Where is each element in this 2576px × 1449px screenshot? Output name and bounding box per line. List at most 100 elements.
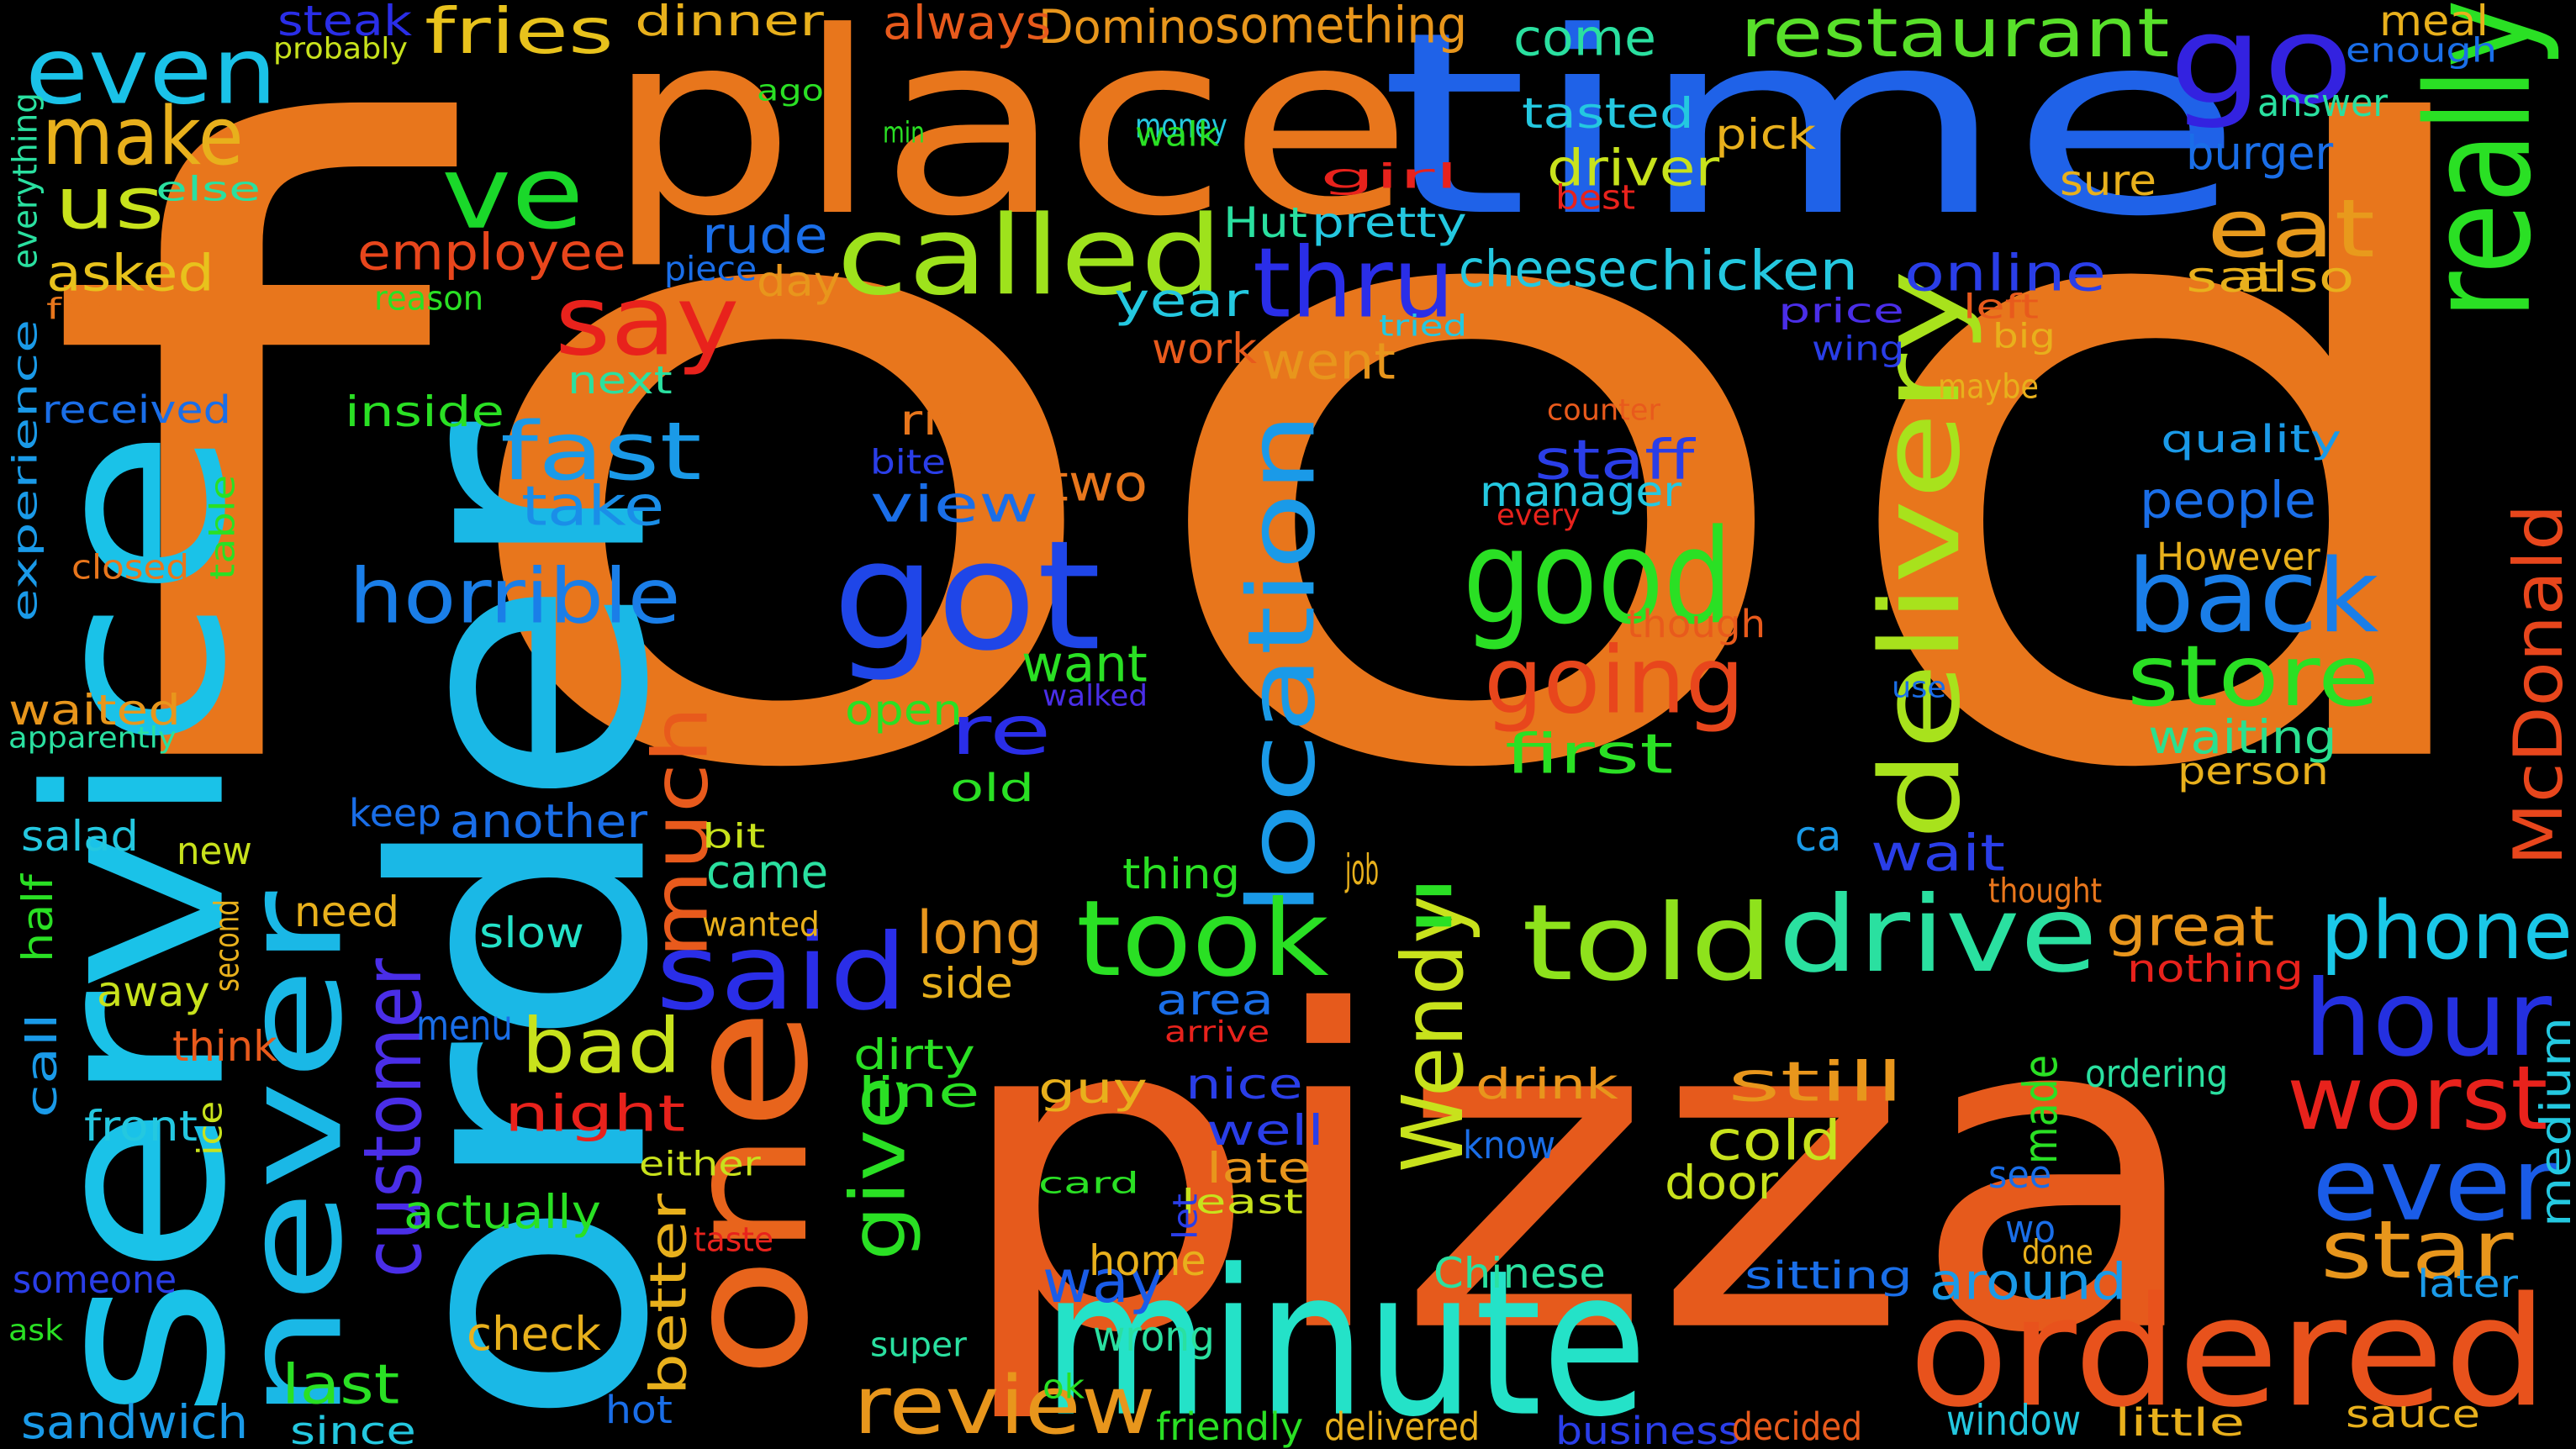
word-either: either xyxy=(639,1144,761,1184)
word-sat: sat xyxy=(2186,252,2278,302)
word-answer: answer xyxy=(2257,80,2389,125)
word-us: us xyxy=(55,161,165,245)
word-dinner: dinner xyxy=(635,0,824,45)
word-need: need xyxy=(294,887,399,936)
word-good: good xyxy=(1463,501,1733,654)
word-say: say xyxy=(555,264,740,378)
word-inside: inside xyxy=(345,387,505,436)
word-arrive: arrive xyxy=(1164,1014,1270,1049)
word-mcdonald: McDonald xyxy=(2499,503,2576,866)
word-great: great xyxy=(2106,894,2275,959)
word-work: work xyxy=(1152,324,1257,373)
word-online: online xyxy=(1904,243,2107,303)
word-something: something xyxy=(1215,0,1468,55)
word-enough: enough xyxy=(2346,30,2498,71)
word-steak: steak xyxy=(277,0,413,45)
word-probably: probably xyxy=(273,30,408,66)
word-always: always xyxy=(883,0,1052,50)
word-half: half xyxy=(13,874,63,962)
word-bite: bite xyxy=(870,442,946,482)
word-delivered: delivered xyxy=(1324,1404,1481,1449)
word-make: make xyxy=(42,89,244,183)
word-keep: keep xyxy=(349,790,441,835)
word-drink: drink xyxy=(1475,1059,1618,1109)
word-door: door xyxy=(1665,1156,1778,1210)
word-pretty: pretty xyxy=(1312,198,1467,247)
word-thing: thing xyxy=(1122,849,1241,898)
word-around: around xyxy=(1929,1251,2127,1311)
word-wo: wo xyxy=(2005,1206,2056,1251)
word-open: open xyxy=(845,685,963,735)
word-line: line xyxy=(858,1067,980,1117)
word-better: better xyxy=(638,1193,698,1395)
word-money: money xyxy=(1135,106,1227,146)
word-tried: tried xyxy=(1379,308,1468,343)
word-eat: eat xyxy=(2207,182,2376,276)
word-counter: counter xyxy=(1547,392,1660,427)
word-driver: driver xyxy=(1547,138,1720,198)
word-take: take xyxy=(521,474,665,539)
word-night: night xyxy=(504,1083,686,1143)
word-hour: hour xyxy=(2304,956,2552,1080)
word-worst: worst xyxy=(2287,1046,2548,1151)
word-ok: ok xyxy=(1043,1367,1085,1407)
word-everything: everything xyxy=(5,92,45,269)
word-made: made xyxy=(2014,1055,2068,1164)
word-chicken: chicken xyxy=(1627,239,1859,303)
word-right: right xyxy=(900,395,1030,445)
word-since: since xyxy=(290,1408,416,1449)
word-said: said xyxy=(656,910,908,1034)
word-girl: girl xyxy=(1320,156,1460,197)
word-sandwich: sandwich xyxy=(21,1395,249,1449)
word-thru: thru xyxy=(1253,226,1455,340)
word-bad: bad xyxy=(521,1001,682,1091)
word-salad: salad xyxy=(21,811,139,861)
word-staff: staff xyxy=(1534,428,1695,493)
word-sauce: sauce xyxy=(2346,1391,2481,1436)
word-best: best xyxy=(1555,177,1636,218)
word-see: see xyxy=(1988,1151,2052,1197)
word-long: long xyxy=(916,898,1043,967)
word-apparently: apparently xyxy=(8,719,177,755)
word-ll: ll xyxy=(1408,874,1463,937)
word-big: big xyxy=(1993,316,2056,356)
word-wing: wing xyxy=(1812,329,1905,369)
word-else: else xyxy=(156,169,261,209)
word-back: back xyxy=(2127,537,2379,656)
word-got: got xyxy=(832,507,1101,685)
word-drive: drive xyxy=(1778,872,2098,996)
word-ask: ask xyxy=(8,1312,64,1347)
word-left: left xyxy=(1963,287,2039,327)
word-area: area xyxy=(1156,975,1274,1025)
word-super: super xyxy=(870,1325,967,1365)
word-decided: decided xyxy=(1732,1404,1863,1449)
word-ordering: ordering xyxy=(2085,1051,2229,1096)
word-though: though xyxy=(1627,601,1766,646)
word-quality: quality xyxy=(2161,416,2342,461)
word-know: know xyxy=(1463,1122,1556,1167)
word-location: location xyxy=(1227,412,1336,917)
word-re: re xyxy=(950,691,1052,771)
word-wanted: wanted xyxy=(702,904,820,945)
word-call: call xyxy=(17,1013,67,1118)
word-cold: cold xyxy=(1707,1109,1842,1173)
word-domino: Domino xyxy=(1038,0,1215,55)
word-sitting: sitting xyxy=(1745,1252,1913,1298)
word-check: check xyxy=(467,1307,601,1362)
word-side: side xyxy=(921,958,1013,1008)
word-closed: closed xyxy=(71,547,190,588)
word-walk: walk xyxy=(1135,114,1219,155)
word-ice: ice xyxy=(190,1100,230,1156)
word-free: free xyxy=(46,291,131,326)
word-burger: burger xyxy=(2186,126,2334,181)
word-rude: rude xyxy=(702,205,828,265)
word-next: next xyxy=(567,357,673,403)
word-went: went xyxy=(1261,331,1396,391)
word-horrible: horrible xyxy=(349,551,681,641)
word-asked: asked xyxy=(46,243,214,303)
word-taste: taste xyxy=(694,1220,774,1260)
word-piece: piece xyxy=(664,249,757,289)
word-also: also xyxy=(2236,252,2355,302)
word-however: However xyxy=(2156,534,2320,579)
